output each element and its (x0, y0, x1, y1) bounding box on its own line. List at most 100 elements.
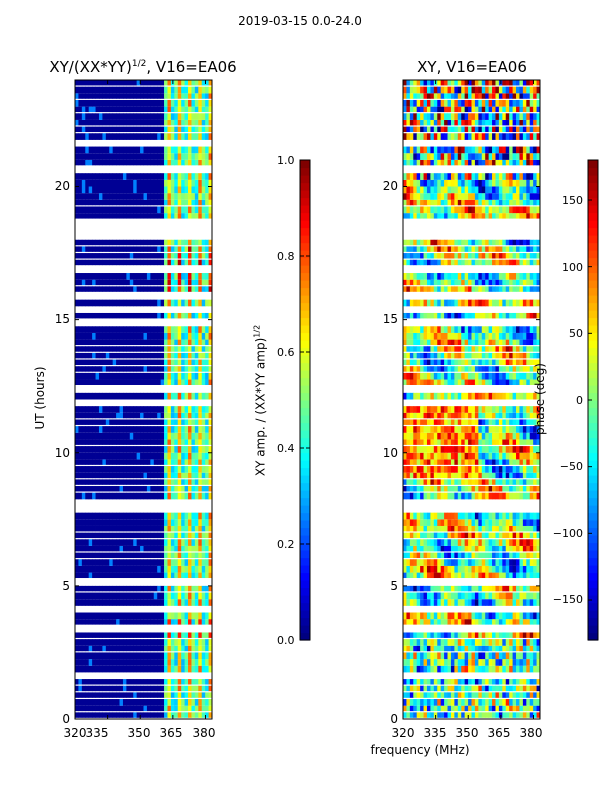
left-heatmap-cell (177, 239, 182, 246)
right-heatmap-cell (406, 612, 411, 620)
left-heatmap-cell (109, 492, 114, 500)
right-heatmap-cell (492, 519, 496, 526)
left-heatmap-cell (174, 426, 179, 433)
right-heatmap-cell (488, 692, 493, 698)
left-heatmap-cell (143, 585, 148, 592)
left-heatmap-cell (205, 599, 209, 606)
left-heatmap-cell (75, 439, 79, 445)
right-heatmap-cell (481, 705, 486, 712)
left-heatmap-cell (78, 106, 83, 113)
right-heatmap-cell (474, 486, 479, 492)
left-heatmap-cell (105, 519, 110, 526)
left-heatmap-cell (194, 645, 199, 652)
right-heatmap-cell (413, 712, 418, 718)
left-heatmap-cell (136, 532, 141, 539)
left-heatmap-cell (164, 639, 168, 646)
right-heatmap-cell (471, 639, 476, 646)
right-heatmap-cell (409, 712, 414, 718)
right-heatmap-cell (481, 366, 486, 372)
right-heatmap-cell (505, 459, 510, 465)
left-heatmap-cell (109, 705, 114, 712)
left-heatmap-cell (143, 199, 148, 206)
left-heatmap-cell (177, 352, 182, 359)
left-heatmap-cell (95, 359, 100, 366)
left-heatmap-cell (160, 359, 165, 366)
left-heatmap-cell (122, 372, 127, 380)
left-heatmap-cell (98, 286, 103, 292)
left-heatmap-cell (143, 652, 148, 660)
left-heatmap-cell (170, 446, 175, 453)
right-heatmap-cell (498, 645, 503, 652)
right-heatmap-cell (437, 446, 442, 453)
left-heatmap-cell (98, 206, 103, 214)
left-heatmap-cell (191, 126, 196, 133)
left-heatmap-cell (136, 525, 141, 532)
left-heatmap-cell (164, 246, 168, 252)
left-heatmap-cell (81, 486, 86, 492)
left-heatmap-cell (133, 239, 138, 246)
left-heatmap-cell (81, 532, 86, 539)
right-heatmap-cell (533, 565, 537, 573)
left-heatmap-cell (140, 632, 144, 638)
right-heatmap-cell (478, 679, 483, 685)
right-heatmap-cell (526, 659, 531, 666)
left-heatmap-cell (160, 599, 165, 606)
left-heatmap-cell (81, 352, 86, 359)
right-heatmap-cell (529, 572, 534, 579)
left-heatmap-cell (205, 459, 209, 465)
left-heatmap-cell (174, 133, 179, 140)
left-heatmap-cell (188, 459, 192, 465)
left-heatmap-cell (194, 179, 199, 187)
right-heatmap-cell (461, 525, 466, 532)
left-heatmap-cell (85, 99, 90, 107)
left-heatmap-cell (78, 253, 83, 259)
right-heatmap-cell (461, 705, 466, 712)
right-heatmap-cell (468, 466, 472, 473)
right-heatmap-cell (488, 426, 493, 433)
right-heatmap-cell (492, 612, 496, 620)
right-heatmap-cell (478, 692, 483, 698)
left-heatmap-cell (133, 459, 138, 465)
left-heatmap-cell (160, 153, 165, 160)
right-heatmap-cell (409, 705, 414, 712)
right-heatmap-cell (409, 572, 414, 579)
left-heatmap-cell (92, 299, 96, 307)
right-heatmap-cell (423, 705, 428, 712)
left-heatmap-cell (133, 179, 138, 187)
right-heatmap-cell (464, 359, 469, 366)
left-heatmap-cell (105, 113, 110, 120)
left-heatmap-cell (184, 565, 189, 573)
right-heatmap-cell (437, 659, 442, 666)
right-heatmap-cell (526, 466, 531, 473)
left-heatmap-cell (129, 346, 134, 352)
right-heatmap-cell (430, 432, 435, 440)
right-heatmap-cell (403, 432, 407, 440)
right-heatmap-cell (454, 572, 459, 579)
right-heatmap-cell (529, 392, 534, 400)
right-heatmap-cell (468, 525, 472, 532)
left-heatmap-cell (157, 452, 162, 460)
right-heatmap-cell (468, 372, 472, 380)
left-heatmap-cell (129, 199, 134, 206)
left-heatmap-cell (167, 645, 172, 652)
left-heatmap-cell (160, 452, 165, 460)
right-heatmap-cell (440, 545, 445, 552)
left-heatmap-cell (122, 173, 127, 180)
right-heatmap-cell (498, 652, 503, 660)
right-heatmap-cell (485, 366, 490, 372)
left-heatmap-cell (174, 199, 179, 206)
right-heatmap-cell (433, 412, 438, 419)
left-heatmap-cell (129, 213, 134, 219)
right-heatmap-cell (450, 712, 455, 718)
left-heatmap-cell (184, 639, 189, 646)
right-heatmap-cell (474, 572, 479, 579)
right-heatmap-cell (478, 486, 483, 492)
left-heatmap-cell (188, 652, 192, 660)
left-heatmap-cell (126, 259, 131, 266)
left-heatmap-cell (167, 545, 172, 552)
left-heatmap-cell (157, 93, 162, 99)
right-heatmap-cell (533, 639, 537, 646)
left-heatmap-cell (88, 712, 93, 718)
left-heatmap-cell (198, 273, 203, 280)
right-heatmap-cell (433, 512, 438, 520)
